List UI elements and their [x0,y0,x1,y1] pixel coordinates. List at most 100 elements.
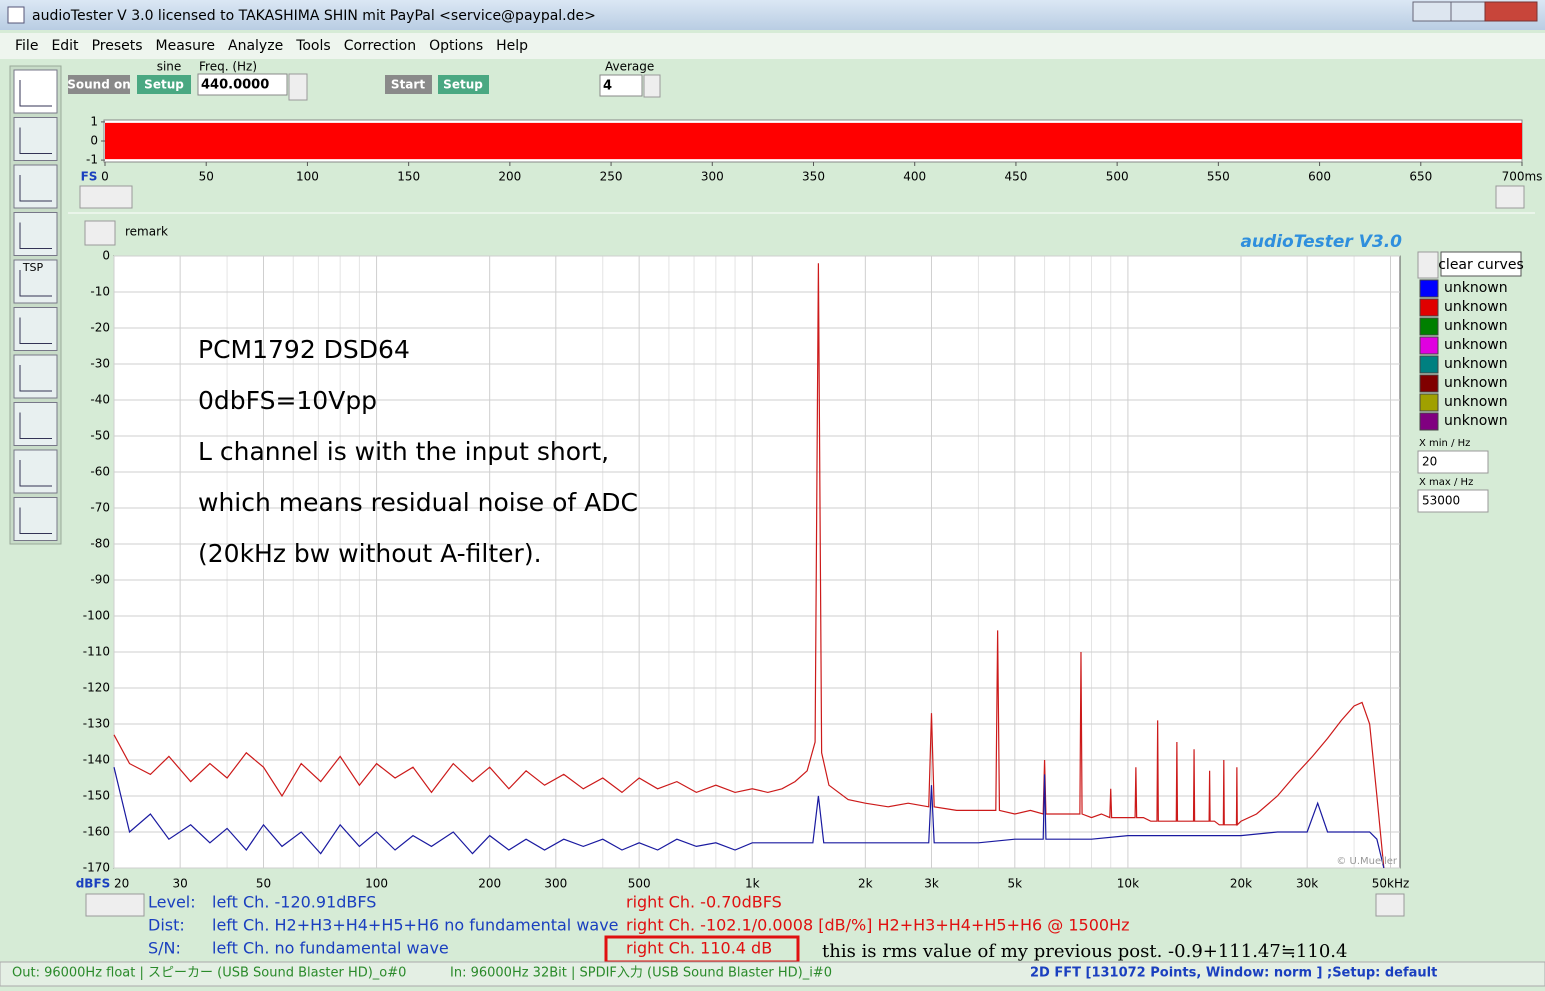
y-tick-label: -120 [83,681,110,695]
x-tick-label: 550 [1207,170,1230,184]
spectrum-curve [113,263,1385,869]
tool-icon [19,175,52,202]
legend-swatch[interactable] [1419,336,1439,355]
setup-button[interactable] [137,75,191,94]
fft-scroll-right[interactable] [1375,893,1405,917]
menu-item[interactable]: Edit [51,38,79,54]
legend-label: unknown [1444,413,1508,429]
x-tick-label: 500 [628,877,651,891]
tool-icon [19,127,52,154]
sound-on-button[interactable] [68,75,130,94]
scope-scroll[interactable] [79,185,133,209]
y-tick-label: 0 [90,134,98,148]
tool-icon [19,365,52,392]
dist-label: Dist: [148,916,185,935]
x-tick-label: 200 [478,877,501,891]
xmax-input[interactable] [1417,489,1489,513]
annotation-line: 0dbFS=10Vpp [198,386,377,415]
x-tick-label: 700ms [1502,170,1543,184]
legend-swatch[interactable] [1419,279,1439,298]
menu-item[interactable]: Presets [92,38,143,54]
y-tick-label: -60 [90,465,110,479]
sn-label: S/N: [148,939,181,958]
x-tick-label: 450 [1004,170,1027,184]
xmin-input[interactable] [1417,450,1489,474]
remark: remark [125,225,168,239]
tool-icon [19,412,52,439]
x-tick-label: 50 [199,170,214,184]
y-tick-label: -90 [90,573,110,587]
legend-spinner[interactable] [1417,251,1439,279]
legend-swatch[interactable] [1419,355,1439,374]
menu-item[interactable]: Correction [344,38,416,54]
tsp-label: TSP [22,261,44,274]
legend-swatch[interactable] [1419,393,1439,412]
y-tick-label: -70 [90,501,110,515]
x-tick-label: 600 [1308,170,1331,184]
x-tick-label: 1k [745,877,760,891]
curves [113,263,1385,869]
remark-spinner[interactable] [84,220,116,246]
level-left: left Ch. -120.91dBFS [212,893,376,912]
scope-scroll-right[interactable] [1495,185,1525,209]
menu-item[interactable]: File [15,38,38,54]
legend-swatch[interactable] [1419,412,1439,431]
copyright: © U.Mueller [1336,856,1398,867]
y-tick-label: -80 [90,537,110,551]
menu-item[interactable]: Tools [295,38,331,54]
annotation-line: which means residual noise of ADC [198,488,638,517]
setup2-text: Setup [443,78,483,92]
start-button[interactable] [385,75,432,94]
y-tick-label: -110 [83,645,110,659]
y-tick-label: -170 [83,861,110,875]
annotation-line: L channel is with the input short, [198,437,609,466]
menu-item[interactable]: Measure [156,38,216,54]
x-tick-label: 0 [101,170,109,184]
legend-label: unknown [1444,356,1508,372]
grid [113,255,1400,869]
annotation: PCM1792 DSD64 0dbFS=10Vpp L channel is wit… [198,335,638,568]
x-tick-label: 20 [114,877,129,891]
x-tick-label: 5k [1008,877,1023,891]
legend-label: unknown [1444,394,1508,410]
menu-item[interactable]: Help [496,38,528,54]
x-tick-label: 2k [858,877,873,891]
status-in: In: 96000Hz 32Bit | SPDIF入力 (USB Sound B… [450,966,832,981]
setup2-button[interactable] [438,75,489,94]
tool-icon [19,507,52,534]
tool-icon [19,270,52,297]
legend-swatch[interactable] [1419,374,1439,393]
sn-right: right Ch. 110.4 dB [626,939,772,958]
x-tick-label: 300 [701,170,724,184]
legend: unknown unknown unknown unknown unknown unkno… [1419,279,1508,431]
y-tick-label: 0 [102,249,110,263]
y-axis-label: FS [81,170,98,184]
fft-scroll[interactable] [85,893,145,917]
status-bar [0,961,1545,987]
clear-curves-button[interactable] [1440,251,1522,277]
app-icon [7,6,25,24]
y-axis-label: dBFS [76,877,111,891]
average-value: 4 [603,79,612,94]
x-tick-label: 50 [256,877,271,891]
xmin-label: X min / Hz [1419,438,1470,449]
status-fft: 2D FFT [131072 Points, Window: norm ] ;S… [1030,966,1437,981]
x-tick-label: 100 [365,877,388,891]
x-tick-label: 200 [498,170,521,184]
y-tick-label: -160 [83,825,110,839]
x-tick-label: 350 [802,170,825,184]
legend-swatch[interactable] [1419,298,1439,317]
menu-item[interactable]: Analyze [228,38,283,54]
average-spinner[interactable] [643,74,661,98]
menu-item[interactable]: Options [429,38,483,54]
minimize[interactable] [1412,1,1452,22]
tool-icon [19,222,52,249]
freq-spinner[interactable] [288,73,308,101]
freq-input[interactable] [197,73,288,96]
freq-value: 440.0000 [201,78,269,93]
x-tick-label: 50kHz [1372,877,1410,891]
close[interactable] [1484,1,1538,22]
legend-swatch[interactable] [1419,317,1439,336]
maximize[interactable] [1450,1,1486,22]
average-input[interactable] [599,74,643,97]
